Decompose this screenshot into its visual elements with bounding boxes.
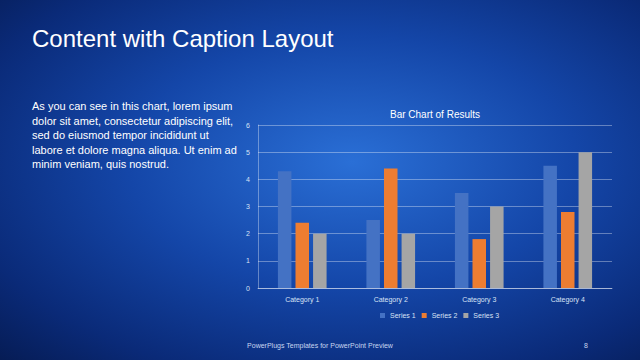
svg-text:3: 3 <box>246 203 250 210</box>
svg-text:Series 3: Series 3 <box>473 312 499 319</box>
html-text:Content with Caption Layout: Content with Caption Layout <box>32 25 334 52</box>
svg-text:Category 3: Category 3 <box>462 296 496 304</box>
svg-text:Bar Chart of Results: Bar Chart of Results <box>390 109 480 120</box>
svg-text:Category 1: Category 1 <box>285 296 319 304</box>
html-text:PowerPlugs Templates for Power: PowerPlugs Templates for PowerPoint Prev… <box>247 342 393 349</box>
svg-text:1: 1 <box>246 257 250 264</box>
svg-text:6: 6 <box>246 122 250 129</box>
svg-text:2: 2 <box>246 230 250 237</box>
svg-text:Category 2: Category 2 <box>374 296 408 304</box>
svg-text:4: 4 <box>246 176 250 183</box>
svg-text:5: 5 <box>246 149 250 156</box>
svg-text:Series 2: Series 2 <box>432 312 458 319</box>
svg-text:0: 0 <box>246 285 250 292</box>
html-text:As you can see in this chart,: As you can see in this chart, lorem ipsu… <box>32 100 237 170</box>
html-text:8: 8 <box>584 342 588 349</box>
svg-text:Category 4: Category 4 <box>551 296 585 304</box>
svg-text:Series 1: Series 1 <box>390 312 416 319</box>
